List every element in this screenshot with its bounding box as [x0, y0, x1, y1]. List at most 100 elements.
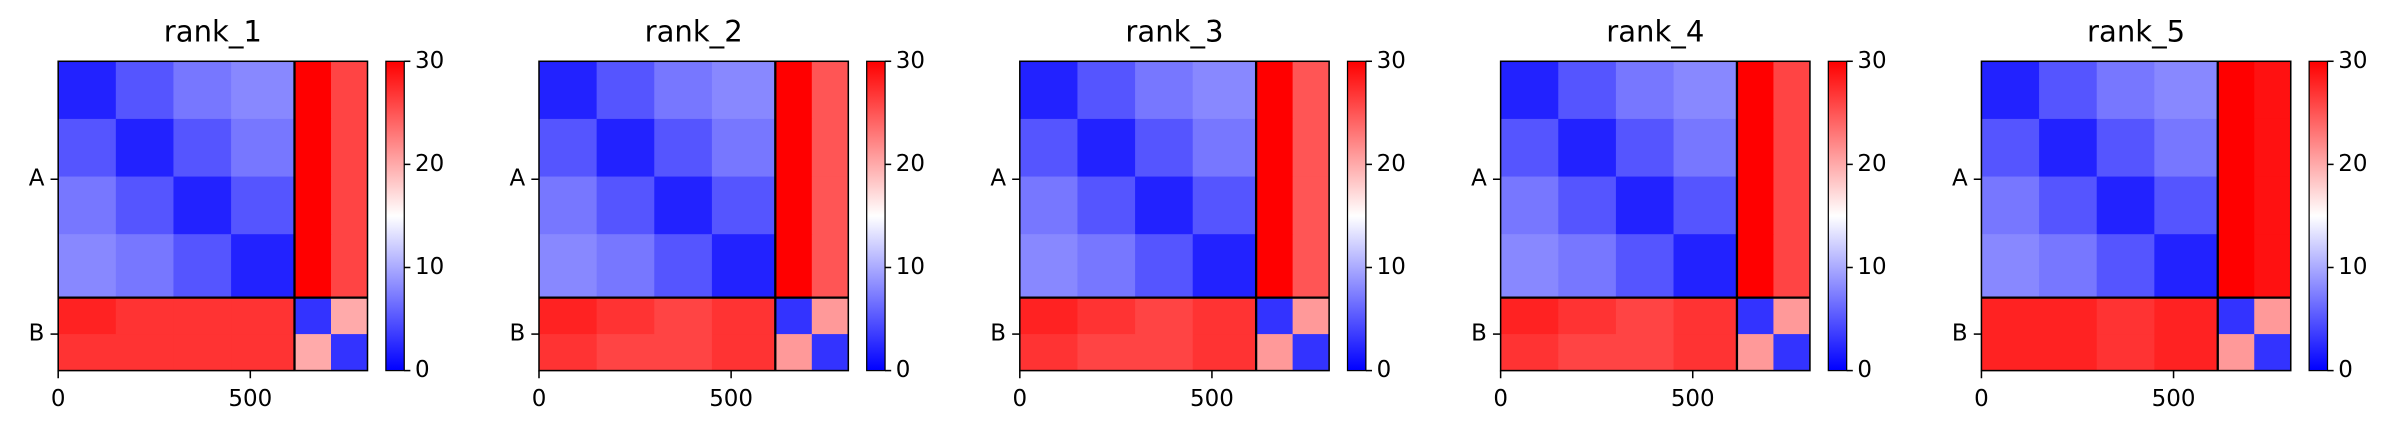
- heatmap-cell: [1256, 118, 1294, 178]
- y-tick-label: B: [990, 321, 1006, 347]
- heatmap-cell: [1615, 61, 1674, 120]
- heatmap-cell: [330, 61, 368, 120]
- heatmap-cell: [1256, 176, 1294, 235]
- heatmap-cell: [539, 176, 598, 235]
- colorbar-tick-label: 0: [415, 357, 430, 383]
- heatmap-cell: [1500, 234, 1559, 299]
- heatmap-cell: [1558, 234, 1617, 299]
- heatmap-cell: [1019, 334, 1078, 372]
- heatmap-cell: [596, 61, 655, 120]
- heatmap-cell: [1773, 234, 1811, 299]
- heatmap-cell: [1019, 297, 1078, 335]
- heatmap-cell: [2039, 234, 2098, 299]
- heatmap-cell: [2254, 334, 2292, 372]
- heatmap-cell: [1192, 297, 1257, 335]
- heatmap-cell: [2096, 334, 2155, 372]
- colorbar-tick-label: 30: [1377, 48, 1406, 74]
- heatmap-cell: [1736, 118, 1774, 178]
- heatmap-cell: [1135, 234, 1194, 299]
- colorbar-tick-label: 20: [896, 151, 925, 177]
- colorbar-tick-label: 10: [415, 254, 444, 280]
- heatmap-cell: [596, 334, 655, 372]
- heatmap-cell: [173, 61, 232, 120]
- heatmap-cell: [1256, 334, 1294, 372]
- heatmap-cell: [58, 234, 117, 299]
- colorbar-tick-label: 30: [1857, 48, 1886, 74]
- x-tick-label: 500: [709, 386, 753, 412]
- heatmap-cell: [2217, 61, 2255, 120]
- panel-title: rank_4: [1606, 15, 1704, 49]
- heatmap-cell: [294, 334, 332, 372]
- heatmap-cell: [231, 297, 295, 335]
- y-tick-label: B: [1952, 321, 1968, 347]
- heatmap-cell: [115, 176, 174, 235]
- heatmap-cell: [294, 61, 332, 120]
- heatmap-cell: [711, 176, 776, 235]
- heatmap-cell: [711, 297, 776, 335]
- heatmap-cell: [2217, 176, 2255, 235]
- heatmap-cell: [115, 297, 174, 335]
- heatmap-cell: [2217, 118, 2255, 178]
- heatmap-cell: [231, 176, 295, 235]
- heatmap-cell: [330, 334, 368, 372]
- heatmap-cell: [330, 234, 368, 299]
- heatmap-cell: [2039, 118, 2098, 178]
- heatmap-cell: [596, 118, 655, 178]
- heatmap-cell: [596, 176, 655, 235]
- x-tick-label: 0: [51, 386, 66, 412]
- heatmap-cell: [1615, 334, 1674, 372]
- heatmap-cell: [811, 297, 849, 335]
- heatmap-cell: [596, 297, 655, 335]
- x-tick-label: 0: [1493, 386, 1508, 412]
- heatmap-cell: [58, 334, 117, 372]
- colorbar-tick-label: 10: [896, 254, 925, 280]
- heatmap-cell: [539, 118, 598, 178]
- y-tick-label: A: [29, 166, 45, 192]
- heatmap-cell: [1019, 234, 1078, 299]
- heatmap-cell: [330, 176, 368, 235]
- heatmap-cell: [1736, 176, 1774, 235]
- heatmap-cell: [1558, 176, 1617, 235]
- heatmap-cell: [1558, 334, 1617, 372]
- heatmap-cell: [115, 334, 174, 372]
- x-tick-label: 500: [1671, 386, 1715, 412]
- heatmap-cell: [1077, 118, 1136, 178]
- heatmap-cell: [1135, 334, 1194, 372]
- heatmap-cell: [811, 234, 849, 299]
- heatmap-cell: [1077, 334, 1136, 372]
- axes-frame: [538, 60, 850, 372]
- heatmap-cell: [2154, 334, 2219, 372]
- heatmap-cell: [58, 176, 117, 235]
- heatmap-cell: [654, 234, 713, 299]
- heatmap-cell: [1192, 176, 1257, 235]
- heatmap-cell: [811, 118, 849, 178]
- heatmap-cell: [1736, 61, 1774, 120]
- y-tick-label: B: [29, 321, 45, 347]
- heatmap-cell: [1500, 334, 1559, 372]
- colorbar: [1827, 60, 1848, 372]
- heatmap-cell: [294, 234, 332, 299]
- heatmap-cell: [775, 334, 813, 372]
- heatmap-cell: [1292, 176, 1330, 235]
- heatmap-cell: [1673, 118, 1738, 178]
- heatmap-cell: [1500, 61, 1559, 120]
- heatmap-cell: [2096, 118, 2155, 178]
- heatmap-cell: [1673, 234, 1738, 299]
- heatmap-cell: [711, 118, 776, 178]
- heatmap-cell: [1773, 334, 1811, 372]
- heatmap-cell: [711, 334, 776, 372]
- heatmap-cell: [1615, 297, 1674, 335]
- colorbar-tick-label: 10: [1377, 254, 1406, 280]
- heatmap-cell: [1773, 61, 1811, 120]
- axes-frame: [1499, 60, 1811, 372]
- panel-title: rank_1: [164, 15, 262, 49]
- axes-frame: [57, 60, 369, 372]
- heatmap-cell: [539, 61, 598, 120]
- heatmap-cell: [115, 118, 174, 178]
- x-tick-label: 500: [1190, 386, 1234, 412]
- heatmap-cell: [1981, 176, 2040, 235]
- heatmap-cell: [1981, 334, 2040, 372]
- heatmap-cell: [1615, 234, 1674, 299]
- heatmap-cell: [811, 61, 849, 120]
- heatmap-cell: [1736, 234, 1774, 299]
